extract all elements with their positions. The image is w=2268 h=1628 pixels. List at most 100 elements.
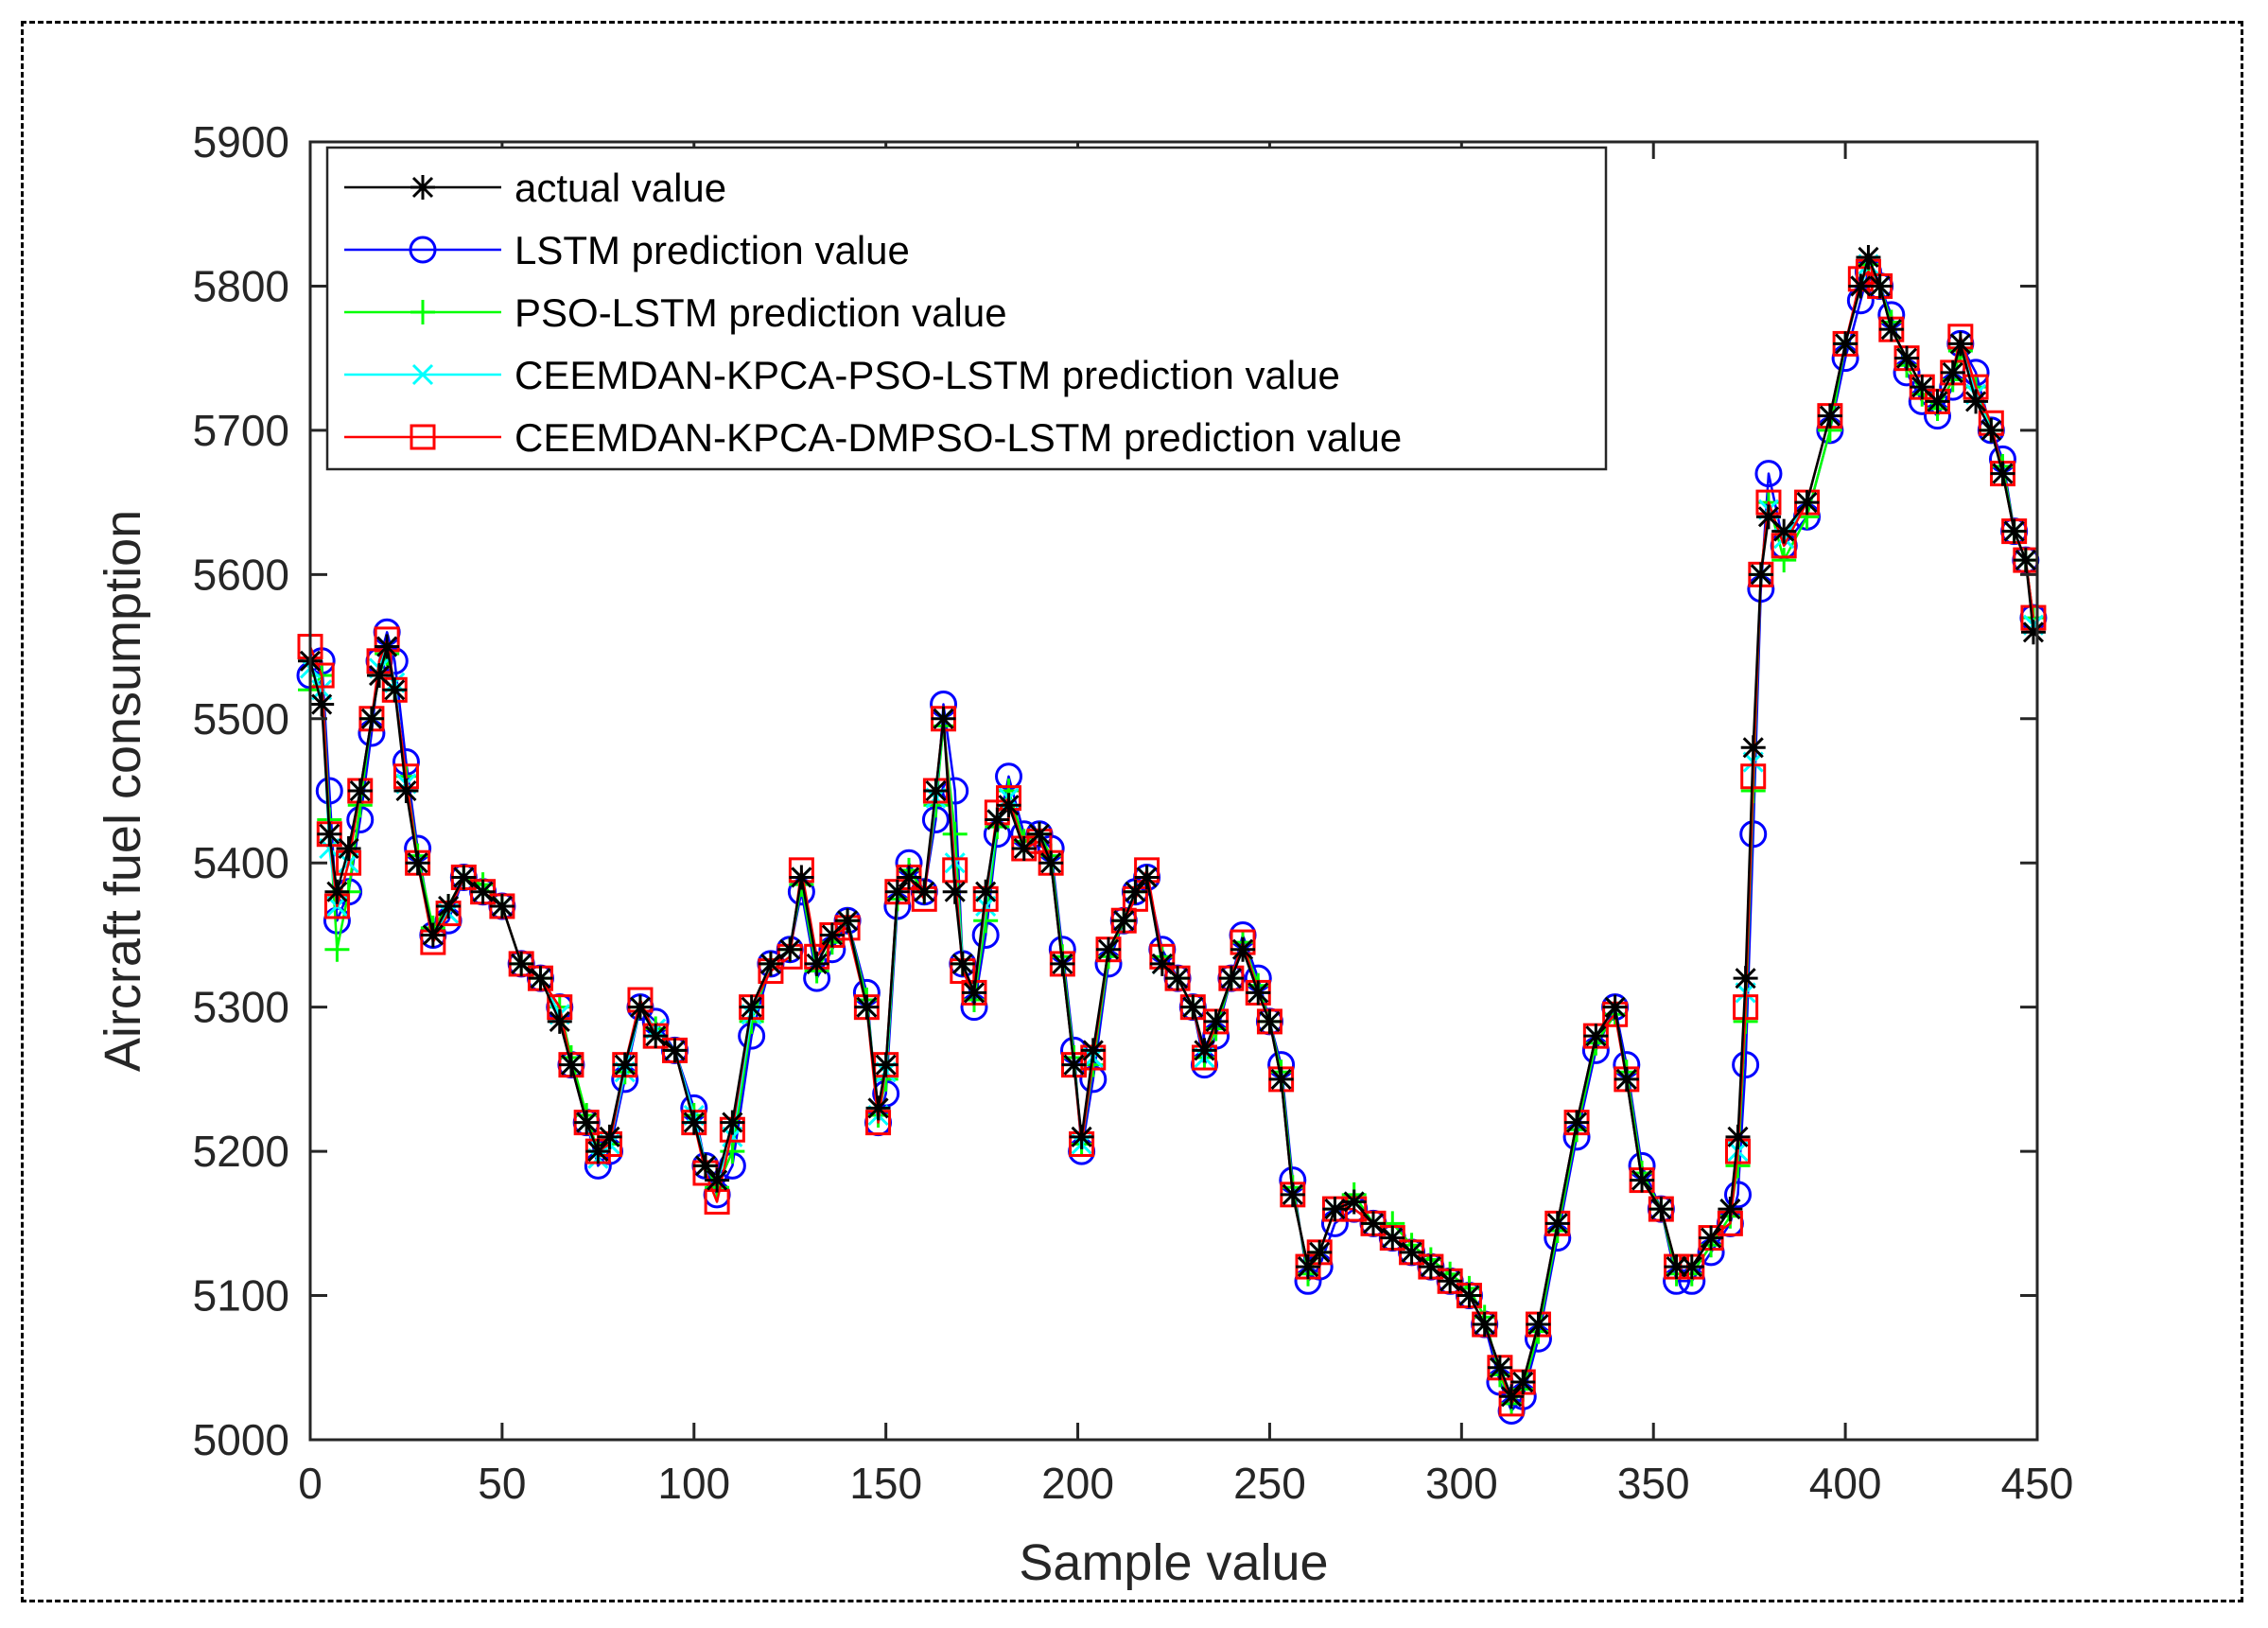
legend-label: PSO-LSTM prediction value xyxy=(515,290,1007,335)
data-point xyxy=(1894,345,1920,371)
data-point xyxy=(1438,1269,1463,1294)
y-tick-label: 5500 xyxy=(193,694,289,744)
data-point xyxy=(835,908,861,934)
data-point xyxy=(470,879,496,904)
data-point xyxy=(662,1038,688,1063)
data-point xyxy=(1925,389,1950,414)
legend-marker xyxy=(411,363,434,386)
data-point xyxy=(923,779,949,803)
data-point xyxy=(985,807,1010,832)
data-point xyxy=(627,994,653,1020)
data-point xyxy=(1322,1197,1348,1222)
data-point xyxy=(585,1139,611,1164)
data-point xyxy=(1038,850,1064,876)
x-tick-label: 200 xyxy=(1041,1459,1114,1508)
data-point xyxy=(405,850,430,876)
legend-label: LSTM prediction value xyxy=(515,228,910,272)
y-tick-label: 5400 xyxy=(193,838,289,887)
data-point xyxy=(1544,1211,1570,1236)
data-point xyxy=(1472,1312,1497,1338)
data-point xyxy=(324,879,350,904)
data-point xyxy=(1723,1181,1752,1209)
data-point xyxy=(1649,1197,1674,1222)
data-point xyxy=(1487,1355,1512,1380)
x-axis-label: Sample value xyxy=(1019,1534,1328,1591)
data-point xyxy=(1754,460,1783,488)
data-point xyxy=(1583,1024,1609,1049)
data-point xyxy=(1614,1066,1639,1092)
data-point xyxy=(681,1110,707,1135)
y-tick-label: 5600 xyxy=(193,550,289,599)
data-point xyxy=(558,1052,584,1077)
data-point xyxy=(1725,1124,1751,1149)
data-point xyxy=(912,879,937,904)
plot-area xyxy=(308,140,2039,1442)
y-tick-label: 5900 xyxy=(193,117,289,166)
data-point xyxy=(1080,1038,1106,1063)
data-point xyxy=(1418,1254,1443,1280)
data-point xyxy=(1268,1066,1294,1092)
data-point xyxy=(1203,1008,1229,1034)
data-point xyxy=(1848,273,1874,299)
data-point xyxy=(1630,1167,1655,1193)
data-point xyxy=(819,922,845,948)
data-point xyxy=(942,821,968,847)
data-point xyxy=(528,966,553,991)
data-point xyxy=(1856,244,1881,270)
axis-ticks: 0 50 100 150 200 250 300 350 400 450 5000 5100 5200 5… xyxy=(193,117,2074,1508)
data-point xyxy=(1246,980,1271,1006)
data-point xyxy=(1123,879,1148,904)
data-point xyxy=(393,779,419,803)
data-point xyxy=(1149,951,1175,976)
y-axis-label: Aircraft fuel consumption xyxy=(95,510,151,1072)
data-point xyxy=(739,994,764,1020)
data-point xyxy=(367,663,393,689)
data-point xyxy=(1096,937,1122,962)
data-point xyxy=(1069,1124,1094,1149)
data-point xyxy=(1499,1384,1525,1409)
data-point xyxy=(873,1052,898,1077)
data-point xyxy=(1771,548,1797,573)
data-point xyxy=(509,951,534,976)
data-point xyxy=(1011,835,1037,861)
data-point xyxy=(612,1052,637,1077)
legend-item: CEEMDAN-KPCA-PSO-LSTM prediction value xyxy=(344,353,1340,397)
data-point xyxy=(1733,966,1758,991)
data-point xyxy=(1602,994,1628,1020)
legend-label: CEEMDAN-KPCA-DMPSO-LSTM prediction value xyxy=(515,415,1402,460)
data-point xyxy=(489,893,515,919)
data-point xyxy=(1134,865,1160,890)
data-point xyxy=(643,1024,669,1049)
legend-item: CEEMDAN-KPCA-DMPSO-LSTM prediction value xyxy=(344,415,1402,460)
data-point xyxy=(324,937,350,962)
data-point xyxy=(2001,518,2027,544)
data-point xyxy=(1257,1008,1282,1034)
data-point xyxy=(1180,994,1206,1020)
x-tick-label: 50 xyxy=(478,1459,526,1508)
data-point xyxy=(1050,951,1075,976)
data-point xyxy=(789,865,814,890)
data-point xyxy=(1990,461,2015,486)
data-point xyxy=(1740,735,1766,761)
data-point xyxy=(2013,548,2038,573)
series-layer xyxy=(296,244,2048,1426)
data-point xyxy=(1699,1225,1724,1251)
legend-label: actual value xyxy=(515,166,726,210)
data-point xyxy=(1341,1189,1367,1215)
data-point xyxy=(1399,1239,1424,1265)
x-tick-label: 0 xyxy=(298,1459,323,1508)
data-point xyxy=(547,1008,572,1034)
data-point xyxy=(950,951,975,976)
data-point xyxy=(1940,359,1965,385)
data-point xyxy=(1026,821,1052,847)
data-point xyxy=(597,1124,622,1149)
data-point xyxy=(1192,1038,1217,1063)
data-point xyxy=(1307,1239,1333,1265)
data-point xyxy=(375,634,400,659)
data-point xyxy=(942,879,968,904)
data-point xyxy=(1771,518,1797,544)
data-point xyxy=(574,1110,600,1135)
data-point xyxy=(1755,504,1781,530)
data-point xyxy=(1664,1254,1689,1280)
